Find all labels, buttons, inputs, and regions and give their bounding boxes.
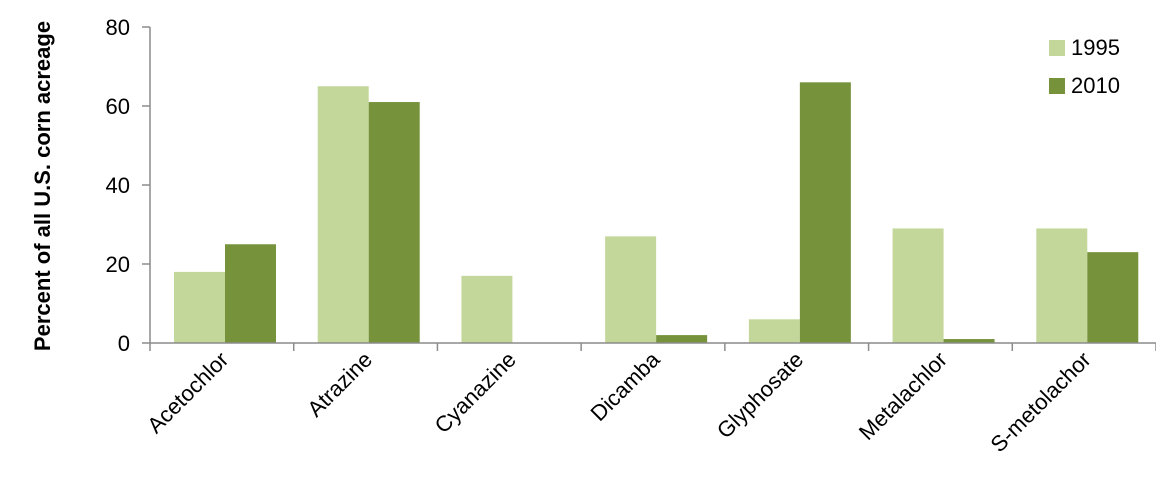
y-tick-label: 20 xyxy=(106,252,130,277)
bar-1995-cyanazine xyxy=(461,275,513,343)
x-tick-label-atrazine: Atrazine xyxy=(302,347,377,422)
bar-2010-dicamba xyxy=(656,335,708,343)
bar-2010-metalachlor xyxy=(943,339,995,343)
legend-swatch-2010 xyxy=(1049,78,1065,94)
x-tick-label-s-metolachor: S-metolachor xyxy=(985,347,1095,457)
y-tick-label: 0 xyxy=(118,331,130,356)
bar-1995-atrazine xyxy=(317,86,369,343)
x-tick-label-glyphosate: Glyphosate xyxy=(712,347,808,443)
bars-group xyxy=(174,82,1139,344)
y-tick-label: 40 xyxy=(106,173,130,198)
bar-1995-s-metolachor xyxy=(1036,228,1088,343)
legend-swatch-1995 xyxy=(1049,40,1065,56)
bar-1995-acetochlor xyxy=(174,271,225,343)
bar-2010-atrazine xyxy=(368,102,420,343)
x-ticks-group: Acetochlor Atrazine Cyanazine Dicamba Glypho… xyxy=(142,343,1156,457)
x-tick-label-cyanazine: Cyanazine xyxy=(430,347,521,438)
bar-2010-s-metolachor xyxy=(1087,252,1139,343)
bar-2010-acetochlor xyxy=(225,244,276,343)
y-axis-label: Percent of all U.S. corn acreage xyxy=(30,21,55,351)
y-axis-label-group: Percent of all U.S. corn acreage xyxy=(30,21,55,351)
bar-2010-glyphosate xyxy=(799,82,851,344)
x-tick-label-dicamba: Dicamba xyxy=(585,346,665,426)
legend-label-1995: 1995 xyxy=(1071,35,1120,60)
legend: 1995 2010 xyxy=(1049,35,1120,98)
legend-label-2010: 2010 xyxy=(1071,73,1120,98)
x-tick-label-metalachlor: Metalachlor xyxy=(854,347,952,445)
y-ticks-group: 0 20 40 60 80 xyxy=(106,15,150,356)
x-tick-label-acetochlor: Acetochlor xyxy=(142,347,233,438)
y-tick-label: 80 xyxy=(106,15,130,40)
y-tick-label: 60 xyxy=(106,94,130,119)
bar-1995-glyphosate xyxy=(748,319,800,343)
bar-1995-metalachlor xyxy=(892,228,944,343)
bar-1995-dicamba xyxy=(605,236,657,343)
